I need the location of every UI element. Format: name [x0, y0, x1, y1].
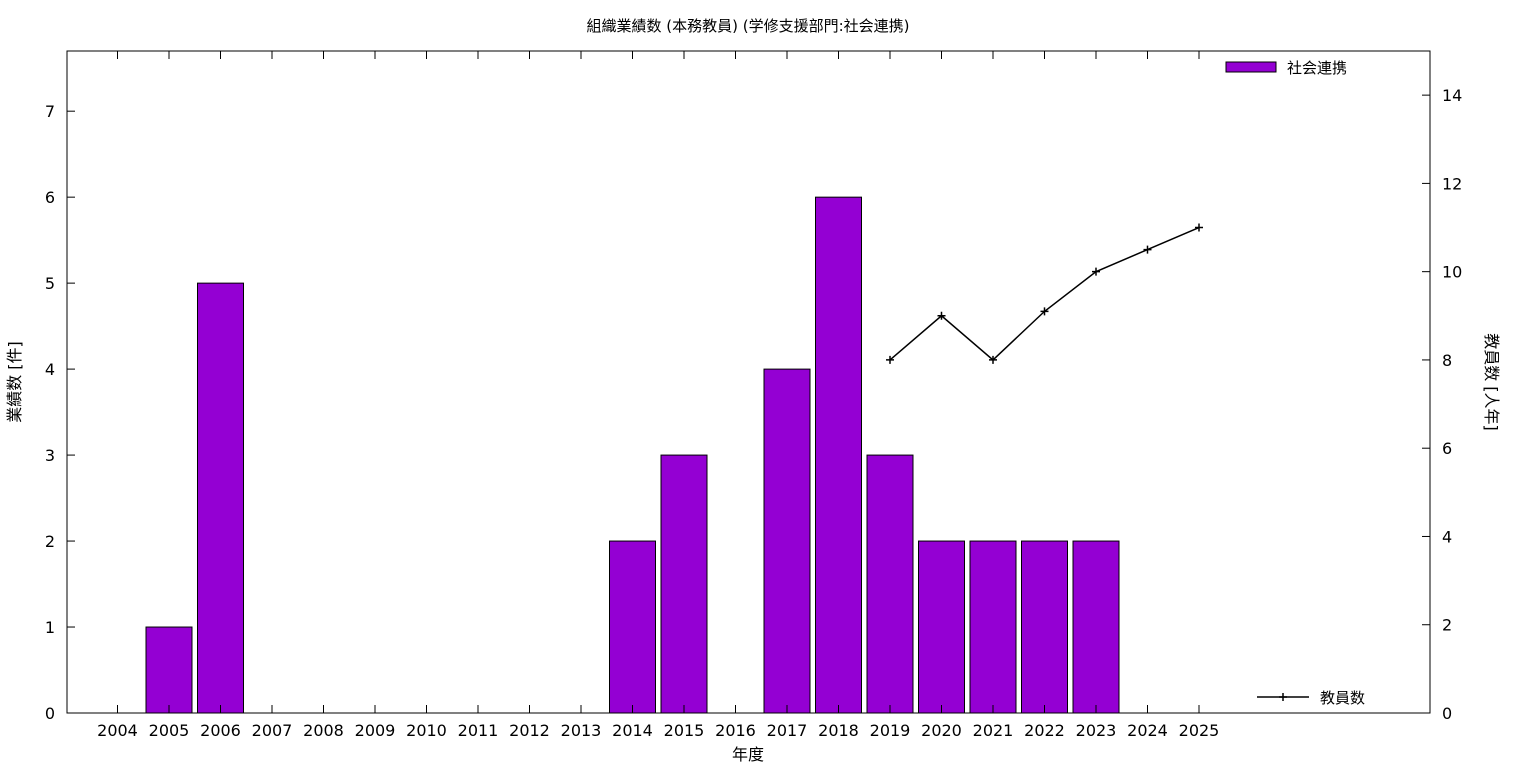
y2-tick-label-10: 10 — [1442, 263, 1462, 282]
x-tick-label-2024: 2024 — [1127, 721, 1168, 740]
x-axis-title: 年度 — [732, 745, 764, 764]
x-tick-label-2016: 2016 — [715, 721, 756, 740]
y2-tick-label-0: 0 — [1442, 704, 1452, 723]
x-tick-label-2013: 2013 — [561, 721, 602, 740]
x-tick-label-2017: 2017 — [767, 721, 808, 740]
x-tick-label-2019: 2019 — [870, 721, 911, 740]
y-tick-label-4: 4 — [45, 360, 55, 379]
bar-2022 — [1021, 540, 1068, 714]
x-tick-label-2010: 2010 — [406, 721, 447, 740]
bar-2019 — [866, 454, 914, 714]
line-teachers — [889, 226, 1200, 361]
legend-swatch-bars — [1225, 61, 1277, 73]
x-tick-label-2007: 2007 — [252, 721, 293, 740]
y2-tick-label-2: 2 — [1442, 616, 1452, 635]
x-tick-label-2020: 2020 — [921, 721, 962, 740]
y-tick-label-1: 1 — [45, 618, 55, 637]
legend-label-line: 教員数 — [1320, 689, 1365, 707]
x-tick-label-2018: 2018 — [818, 721, 859, 740]
y2-tick-label-14: 14 — [1442, 86, 1462, 105]
bar-2005 — [145, 626, 193, 714]
bar-2023 — [1072, 540, 1120, 714]
y-tick-label-5: 5 — [45, 274, 55, 293]
y-tick-label-7: 7 — [45, 102, 55, 121]
x-tick-label-2012: 2012 — [509, 721, 550, 740]
y2-tick-label-4: 4 — [1442, 527, 1452, 546]
y-tick-label-2: 2 — [45, 532, 55, 551]
plot-frame — [66, 50, 1431, 714]
y-tick-label-0: 0 — [45, 704, 55, 723]
axis-ticks: 2004 2005 2006 2007 2008 2009 2010 2011 2012 2013… — [45, 51, 1462, 740]
x-tick-label-2011: 2011 — [458, 721, 499, 740]
chart-title: 組織業績数 (本務教員) (学修支援部門:社会連携) — [586, 17, 909, 35]
line-point-2023 — [1092, 267, 1100, 276]
bar-2014 — [609, 540, 656, 714]
bar-2015 — [660, 454, 708, 714]
x-tick-label-2023: 2023 — [1076, 721, 1117, 740]
x-tick-label-2004: 2004 — [97, 721, 138, 740]
x-tick-label-2025: 2025 — [1179, 721, 1220, 740]
y-tick-label-3: 3 — [45, 446, 55, 465]
y-tick-label-6: 6 — [45, 188, 55, 207]
y2-tick-label-6: 6 — [1442, 439, 1452, 458]
line-point-2025 — [1195, 223, 1203, 232]
y2-tick-label-12: 12 — [1442, 174, 1462, 193]
x-tick-label-2022: 2022 — [1024, 721, 1065, 740]
line-point-2019 — [886, 355, 894, 364]
y-axis-title: 業績数 [件] — [5, 341, 24, 423]
line-point-2024 — [1143, 245, 1152, 254]
line-point-2021 — [989, 355, 997, 364]
legend-label-bars: 社会連携 — [1287, 59, 1347, 77]
bar-2020 — [918, 540, 965, 714]
x-tick-label-2006: 2006 — [200, 721, 241, 740]
x-tick-label-2015: 2015 — [664, 721, 705, 740]
bar-2006 — [197, 282, 244, 714]
x-tick-label-2014: 2014 — [612, 721, 653, 740]
bar-2021 — [969, 540, 1017, 714]
x-tick-label-2008: 2008 — [303, 721, 344, 740]
x-tick-label-2005: 2005 — [149, 721, 190, 740]
line-point-2022 — [1040, 307, 1049, 316]
y2-axis-title: 教員数 [人年] — [1482, 333, 1501, 431]
line-point-2020 — [937, 311, 946, 320]
x-tick-label-2009: 2009 — [355, 721, 396, 740]
bar-2018 — [815, 196, 862, 714]
bar-2017 — [763, 368, 811, 714]
bar-series — [145, 196, 1120, 714]
y2-tick-label-8: 8 — [1442, 351, 1452, 370]
line-series — [886, 223, 1203, 364]
x-tick-label-2021: 2021 — [973, 721, 1014, 740]
legend-marker-line — [1279, 693, 1287, 701]
